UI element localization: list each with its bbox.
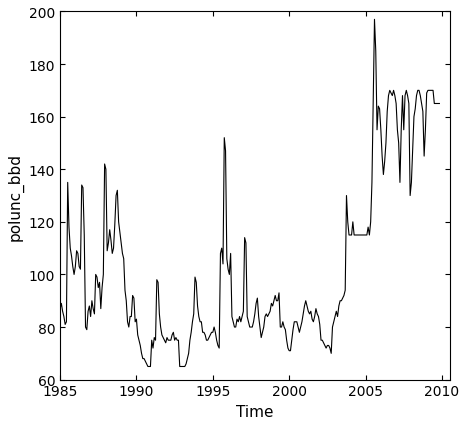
Y-axis label: polunc_bbd: polunc_bbd xyxy=(7,152,23,240)
X-axis label: Time: Time xyxy=(236,404,274,419)
